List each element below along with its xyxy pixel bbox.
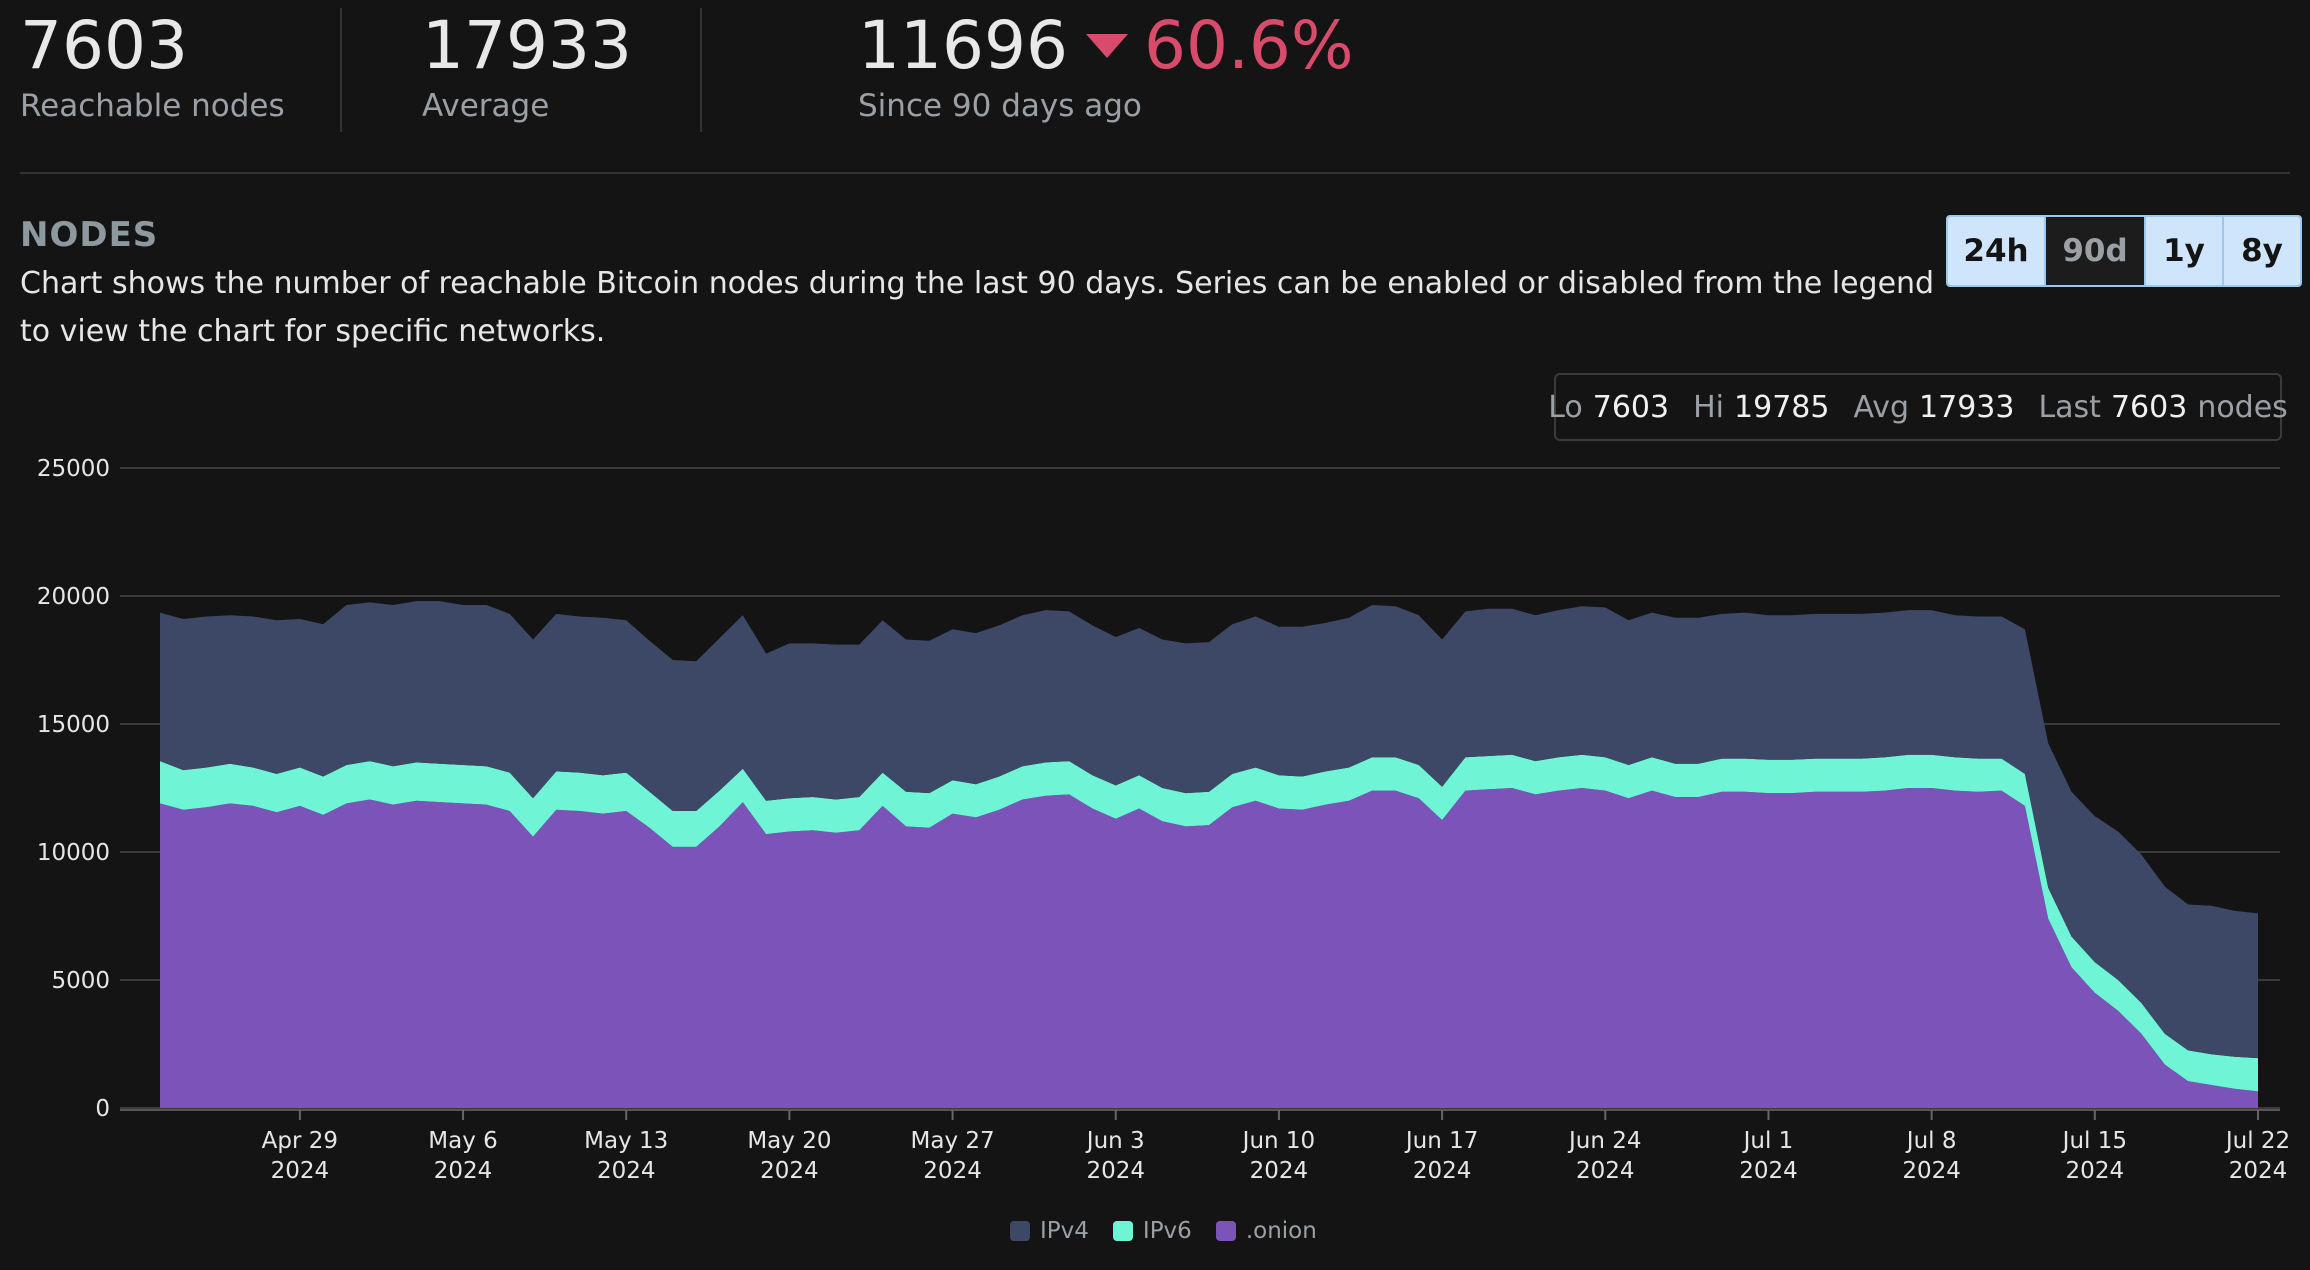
nodes-area-chart[interactable]: 0 5000 10000 15000 20000 25000 Apr 29 2024 May 6… [0, 440, 2310, 1200]
x-tick-label: Jun 24 [1567, 1128, 1642, 1154]
x-tick-year-label: 2024 [1086, 1158, 1145, 1184]
legend-item-ipv6[interactable]: IPv6 [1112, 1218, 1192, 1244]
x-tick-year-label: 2024 [271, 1158, 330, 1184]
x-tick-year-label: 2024 [434, 1158, 493, 1184]
lo-value: 7603 [1592, 389, 1670, 425]
range-selector: 24h 90d 1y 8y [1946, 215, 2302, 287]
hi-label: Hi [1693, 389, 1725, 425]
x-tick-year-label: 2024 [923, 1158, 982, 1184]
y-tick-label: 25000 [37, 456, 110, 482]
x-tick-year-label: 2024 [2066, 1158, 2125, 1184]
divider [20, 172, 2290, 174]
average-label: Average [422, 88, 550, 124]
x-tick-label: Jun 17 [1404, 1128, 1479, 1154]
stat-change: 11696 60.6% Since 90 days ago [780, 0, 1354, 135]
legend-label-onion: .onion [1245, 1218, 1317, 1244]
series-area-ipv6 [160, 754, 2258, 1092]
y-tick-label: 15000 [37, 712, 110, 738]
section-description: Chart shows the number of reachable Bitc… [20, 266, 1935, 349]
divider [700, 8, 702, 132]
x-tick-label: Jul 8 [1905, 1128, 1957, 1154]
x-tick-year-label: 2024 [760, 1158, 819, 1184]
chart-legend: IPv4 IPv6 .onion [1010, 1218, 1341, 1244]
range-button-90d[interactable]: 90d [2044, 217, 2144, 285]
x-tick-label: Jul 1 [1742, 1128, 1794, 1154]
down-arrow-icon [1085, 34, 1128, 58]
x-tick-label: May 27 [911, 1128, 995, 1154]
reachable-label: Reachable nodes [20, 88, 285, 124]
series-area-onion [160, 788, 2258, 1108]
x-tick-label: Apr 29 [262, 1128, 338, 1154]
x-tick-label: Jul 15 [2061, 1128, 2127, 1154]
y-tick-label: 5000 [51, 968, 110, 994]
x-tick-label: Jul 22 [2224, 1128, 2290, 1154]
x-tick-label: Jun 3 [1085, 1128, 1145, 1154]
range-button-1y[interactable]: 1y [2144, 217, 2222, 285]
avg-label: Avg [1853, 389, 1910, 425]
last-label: Last [2038, 389, 2101, 425]
y-tick-label: 0 [95, 1096, 110, 1122]
legend-swatch-ipv6 [1112, 1221, 1133, 1241]
summary-box: Lo 7603 Hi 19785 Avg 17933 Last 7603 nodes [1548, 373, 2288, 441]
change-label: Since 90 days ago [858, 88, 1142, 124]
hi-value: 19785 [1734, 389, 1830, 425]
y-tick-label: 10000 [37, 840, 110, 866]
legend-label-ipv6: IPv6 [1142, 1218, 1192, 1244]
avg-value: 17933 [1919, 389, 2015, 425]
last-unit: nodes [2197, 389, 2288, 425]
reachable-value: 7603 [20, 7, 188, 84]
change-row: 11696 60.6% [858, 12, 1354, 80]
legend-label-ipv4: IPv4 [1040, 1218, 1089, 1244]
x-tick-year-label: 2024 [1250, 1158, 1309, 1184]
range-button-8y[interactable]: 8y [2222, 217, 2300, 285]
x-tick-year-label: 2024 [1576, 1158, 1635, 1184]
x-tick-label: May 20 [747, 1128, 831, 1154]
average-value: 17933 [422, 7, 632, 84]
x-tick-year-label: 2024 [597, 1158, 656, 1184]
last-value: 7603 [2110, 389, 2188, 425]
x-tick-year-label: 2024 [1902, 1158, 1961, 1184]
x-tick-label: May 6 [428, 1128, 498, 1154]
x-tick-year-label: 2024 [2229, 1158, 2288, 1184]
range-button-24h[interactable]: 24h [1948, 217, 2044, 285]
x-tick-year-label: 2024 [1413, 1158, 1472, 1184]
stats-bar: 7603 Reachable nodes 17933 Average 11696… [20, 0, 1354, 135]
change-percent: 60.6% [1143, 7, 1354, 84]
legend-item-onion[interactable]: .onion [1215, 1218, 1317, 1244]
divider [340, 8, 342, 132]
series-area-ipv4 [160, 601, 2258, 1059]
stat-reachable: 7603 Reachable nodes [20, 0, 340, 135]
y-tick-label: 20000 [37, 584, 110, 610]
stat-average: 17933 Average [340, 0, 780, 135]
section-title: NODES [20, 215, 159, 255]
lo-label: Lo [1548, 389, 1583, 425]
x-tick-label: Jun 10 [1241, 1128, 1316, 1154]
x-tick-label: May 13 [584, 1128, 668, 1154]
change-value: 11696 [858, 7, 1068, 84]
x-tick-year-label: 2024 [1739, 1158, 1798, 1184]
legend-swatch-ipv4 [1010, 1221, 1030, 1241]
legend-item-ipv4[interactable]: IPv4 [1010, 1218, 1089, 1244]
legend-swatch-onion [1215, 1221, 1236, 1241]
